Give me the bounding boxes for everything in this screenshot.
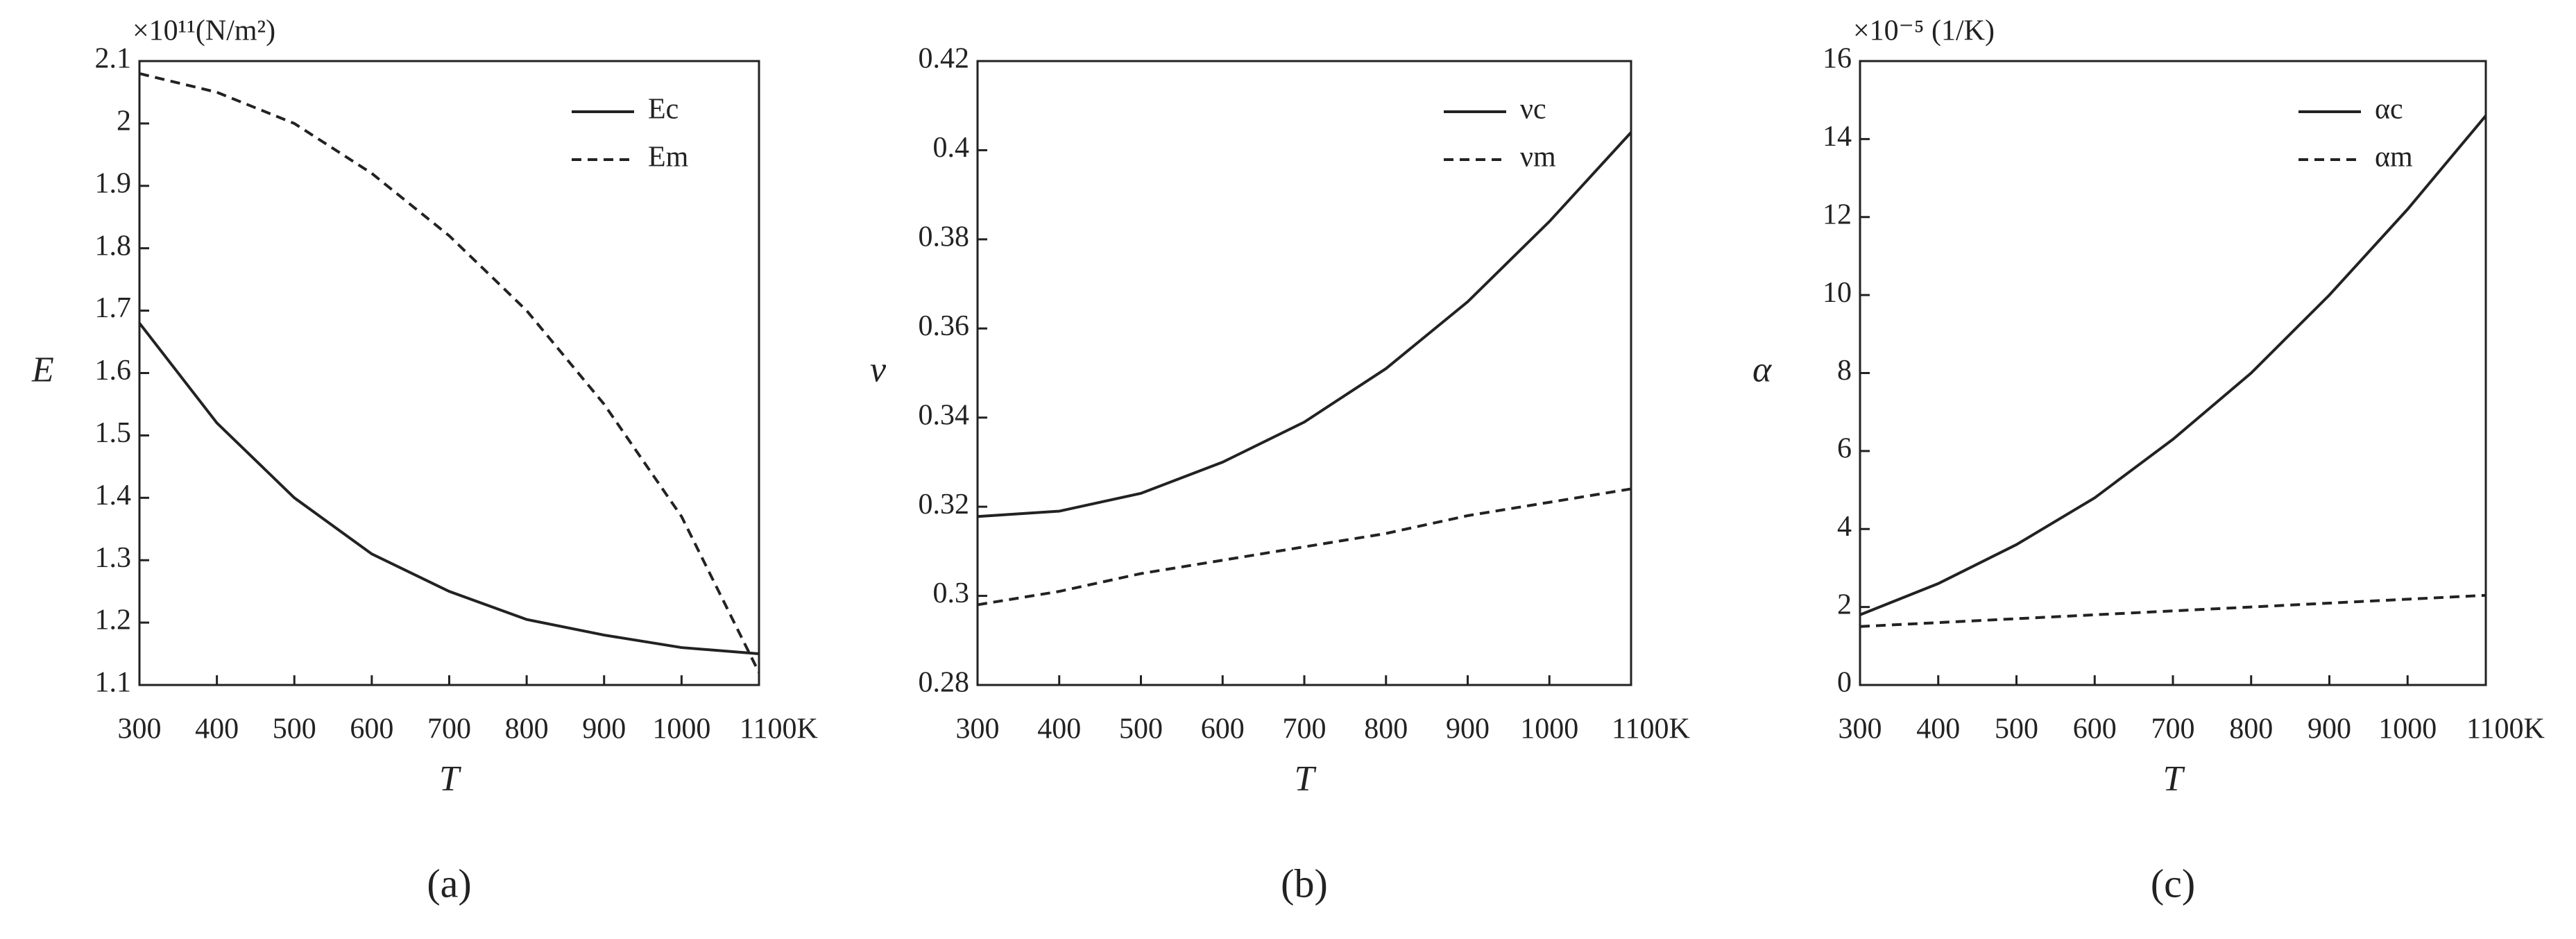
x-tick-label: 400: [1916, 713, 1960, 745]
x-tick-label: 1100K: [1612, 713, 1690, 745]
panel-label: (b): [1281, 861, 1328, 906]
legend-label: αm: [2375, 142, 2413, 174]
y-axis-label: E: [31, 350, 54, 389]
y-axis-label: α: [1752, 350, 1773, 389]
x-tick-label: 600: [2073, 713, 2117, 745]
x-tick-label: 300: [118, 713, 162, 745]
x-tick-label: 700: [1283, 713, 1327, 745]
y-tick-label: 16: [1823, 43, 1852, 75]
x-tick-label: 500: [1119, 713, 1163, 745]
axis-multiplier: ×10¹¹(N/m²): [133, 15, 275, 47]
x-tick-label: 500: [273, 713, 316, 745]
x-tick-label: 400: [195, 713, 239, 745]
y-tick-label: 10: [1823, 277, 1852, 309]
y-tick-label: 2: [117, 105, 131, 137]
x-tick-label: 400: [1037, 713, 1081, 745]
panel-label: (c): [2151, 861, 2195, 906]
y-tick-label: 0.4: [933, 132, 970, 164]
y-tick-label: 8: [1837, 355, 1852, 387]
data-line: [138, 322, 760, 656]
y-axis-label: ν: [870, 350, 887, 389]
y-tick-label: 0.28: [919, 667, 970, 699]
x-tick-label: 800: [2229, 713, 2273, 745]
x-axis-label: T: [439, 759, 461, 799]
x-tick-label: 600: [350, 713, 393, 745]
x-tick-label: 500: [1995, 713, 2038, 745]
y-tick-label: 1.5: [95, 417, 132, 449]
y-tick-label: 1.3: [95, 542, 132, 574]
y-tick-label: 12: [1823, 198, 1852, 230]
data-line: [1859, 115, 2487, 616]
y-tick-label: 0: [1837, 667, 1852, 699]
data-line: [1859, 593, 2487, 628]
y-tick-label: 14: [1823, 121, 1852, 153]
x-tick-label: 300: [1839, 713, 1882, 745]
y-tick-label: 0.36: [919, 310, 970, 342]
x-tick-label: 800: [1364, 713, 1408, 745]
y-tick-label: 1.7: [95, 292, 132, 324]
y-tick-label: 0.34: [919, 399, 970, 431]
y-tick-label: 2.1: [95, 43, 132, 75]
y-tick-label: 0.38: [919, 221, 970, 253]
legend-label: αc: [2375, 94, 2403, 126]
legend-label: Ec: [648, 94, 679, 126]
panel-label: (a): [427, 861, 471, 906]
x-tick-label: 1000: [2378, 713, 2437, 745]
data-line: [139, 72, 760, 673]
y-tick-label: 0.42: [919, 43, 970, 75]
legend-label: Em: [648, 142, 689, 174]
x-tick-label: 1100K: [740, 713, 818, 745]
x-tick-label: 800: [505, 713, 549, 745]
x-axis-label: T: [1295, 759, 1317, 799]
y-tick-label: 1.8: [95, 230, 132, 262]
y-tick-label: 0.32: [919, 489, 970, 521]
y-tick-label: 1.2: [95, 604, 132, 636]
data-line: [977, 131, 1632, 518]
axis-multiplier: ×10⁻⁵ (1/K): [1853, 15, 1995, 47]
x-tick-label: 1000: [1520, 713, 1578, 745]
y-tick-label: 0.3: [933, 577, 970, 609]
x-tick-label: 1100K: [2466, 713, 2545, 745]
y-tick-label: 6: [1837, 433, 1852, 465]
y-tick-label: 1.4: [95, 480, 132, 511]
x-tick-label: 600: [1201, 713, 1245, 745]
legend-label: νm: [1520, 142, 1556, 174]
y-tick-label: 1.9: [95, 167, 132, 199]
y-tick-label: 2: [1837, 589, 1852, 620]
x-axis-label: T: [2163, 759, 2185, 799]
x-tick-label: 700: [427, 713, 471, 745]
y-tick-label: 1.1: [95, 667, 132, 699]
x-tick-label: 300: [956, 713, 1000, 745]
x-tick-label: 900: [2308, 713, 2351, 745]
x-tick-label: 900: [582, 713, 626, 745]
y-tick-label: 1.6: [95, 355, 132, 387]
x-tick-label: 900: [1446, 713, 1490, 745]
legend-label: νc: [1520, 94, 1546, 126]
y-tick-label: 4: [1837, 511, 1852, 543]
x-tick-label: 700: [2151, 713, 2195, 745]
x-tick-label: 1000: [652, 713, 710, 745]
